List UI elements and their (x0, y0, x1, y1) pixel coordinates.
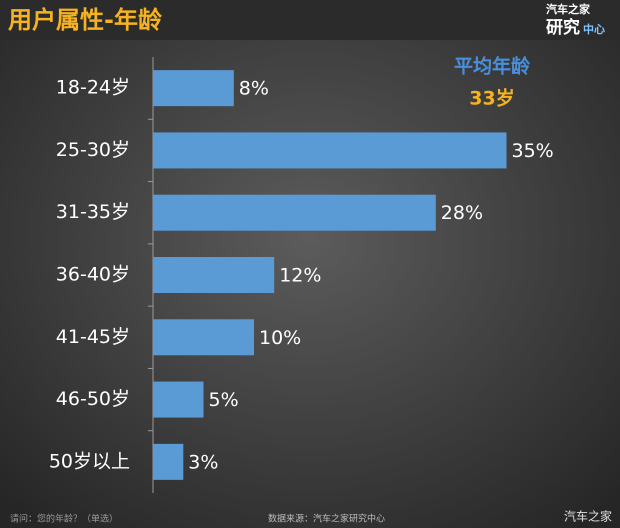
logo-brand: 汽车之家 (546, 2, 591, 16)
y-tick-label: 31-35岁 (56, 201, 130, 223)
bar (153, 319, 254, 356)
bar (153, 132, 507, 169)
y-tick-label: 25-30岁 (56, 139, 130, 161)
bar (153, 70, 234, 107)
footer-question: 请问：您的年龄？（单选） (10, 513, 118, 525)
header-bar (0, 0, 620, 40)
y-tick-label: 50岁以上 (49, 450, 130, 472)
logo: 汽车之家 研究 中心 (546, 2, 605, 38)
logo-dept: 研究 (546, 17, 580, 38)
bar (153, 443, 184, 480)
value-label: 12% (279, 265, 321, 287)
value-label: 5% (209, 389, 239, 411)
value-label: 35% (512, 140, 554, 162)
y-tick-label: 46-50岁 (56, 388, 130, 410)
annotation: 平均年龄 (454, 55, 531, 78)
y-tick-label: 41-45岁 (56, 326, 130, 348)
chart-title: 用户属性-年龄 (8, 6, 163, 34)
bar (153, 194, 436, 231)
value-label: 28% (441, 202, 483, 224)
watermark: 汽车之家 (564, 509, 612, 524)
y-tick-label: 18-24岁 (56, 77, 130, 99)
value-label: 8% (239, 78, 269, 100)
bar (153, 381, 204, 418)
logo-center: 中心 (583, 22, 605, 36)
footer-source: 数据来源：汽车之家研究中心 (268, 513, 385, 525)
value-label: 10% (259, 327, 301, 349)
y-tick-label: 36-40岁 (56, 264, 130, 286)
value-label: 3% (188, 451, 218, 473)
bar (153, 257, 275, 293)
annotation: 33岁 (469, 87, 514, 110)
